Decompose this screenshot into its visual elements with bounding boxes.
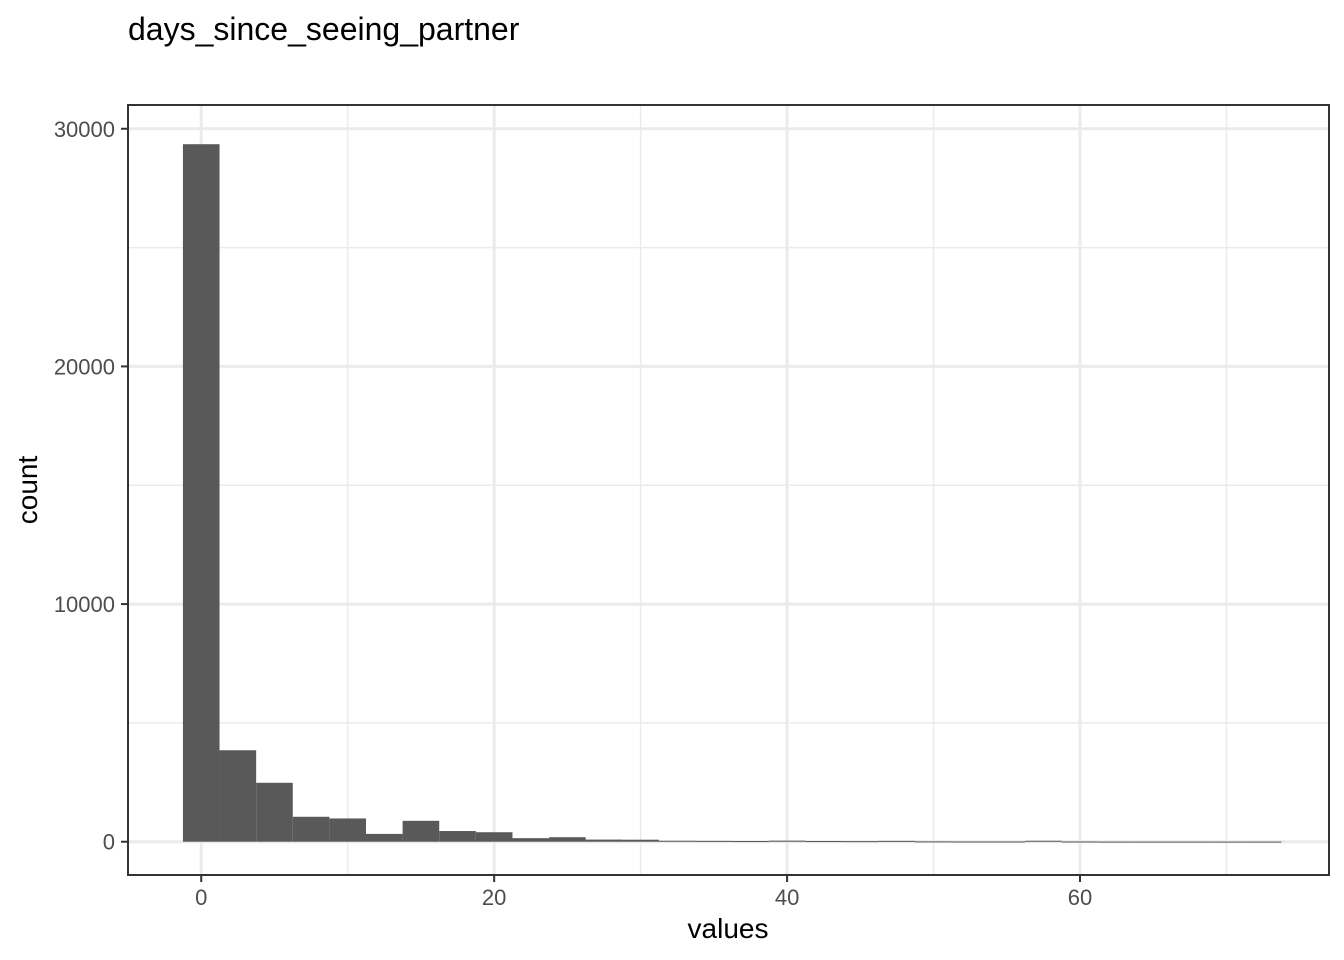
histogram-bar-20: [915, 841, 952, 843]
plot-background: [128, 105, 1329, 875]
histogram-bar-22: [988, 841, 1026, 843]
histogram-bar-9: [512, 838, 550, 842]
histogram-bar-3: [292, 816, 330, 842]
histogram-bar-13: [658, 840, 696, 842]
histogram-bar-8: [475, 832, 513, 842]
histogram-bar-7: [439, 831, 476, 842]
histogram-bar-16: [768, 840, 806, 842]
chart-title: days_since_seeing_partner: [128, 11, 520, 47]
histogram-bar-23: [1025, 840, 1062, 842]
histogram-bar-11: [585, 839, 623, 842]
histogram-bar-21: [951, 841, 989, 843]
plot-border: [127, 104, 1330, 876]
histogram-bar-0: [182, 144, 220, 842]
histogram-bar-19: [878, 840, 916, 842]
y-tick-label: 30000: [54, 117, 115, 142]
histogram-bar-29: [1244, 841, 1282, 843]
y-tick-label: 10000: [54, 592, 115, 617]
histogram-bar-27: [1171, 841, 1209, 843]
histogram-bar-4: [329, 818, 367, 842]
histogram-bar-12: [622, 839, 659, 842]
histogram-bar-14: [695, 840, 733, 842]
histogram-bar-10: [549, 837, 586, 842]
histogram-bar-28: [1208, 841, 1245, 843]
histogram-bar-1: [219, 750, 257, 842]
x-axis-title: values: [688, 913, 769, 944]
y-tick-label: 0: [103, 830, 115, 855]
x-tick-label: 40: [775, 885, 799, 910]
y-tick-label: 20000: [54, 354, 115, 379]
y-axis-ticks: 0 10000 20000 30000: [54, 117, 128, 855]
histogram-bar-17: [805, 841, 843, 843]
histogram-bar-18: [842, 841, 879, 843]
histogram-bar-5: [366, 833, 403, 842]
minor-gridlines: [128, 105, 1329, 875]
histogram-bar-6: [402, 820, 440, 842]
x-tick-label: 20: [482, 885, 506, 910]
y-axis-title: count: [12, 456, 43, 525]
histogram-bar-26: [1134, 841, 1172, 843]
histogram-bar-25: [1098, 841, 1135, 843]
histogram-bar-24: [1061, 841, 1099, 843]
x-tick-label: 0: [195, 885, 207, 910]
histogram-bars: [182, 144, 1282, 843]
x-tick-label: 60: [1068, 885, 1092, 910]
x-axis-ticks: 0 20 40 60: [195, 875, 1092, 910]
histogram-bar-15: [732, 841, 769, 843]
histogram-bar-2: [256, 782, 293, 842]
